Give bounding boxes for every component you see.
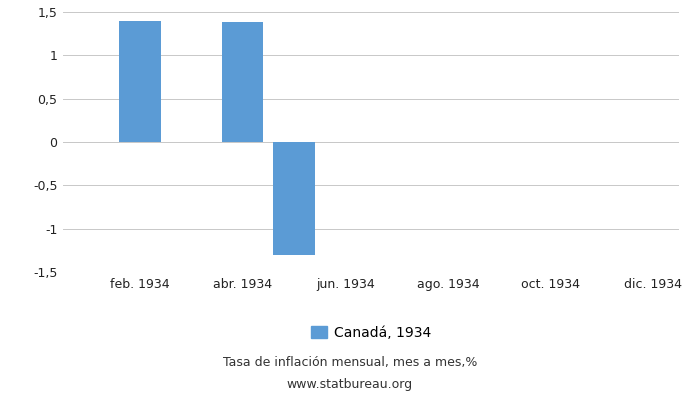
Bar (274, 142, 314, 255)
Bar (222, 22, 263, 142)
Bar (120, 21, 160, 142)
Text: www.statbureau.org: www.statbureau.org (287, 378, 413, 391)
Text: Tasa de inflación mensual, mes a mes,%: Tasa de inflación mensual, mes a mes,% (223, 356, 477, 369)
Legend: Canadá, 1934: Canadá, 1934 (311, 326, 431, 340)
